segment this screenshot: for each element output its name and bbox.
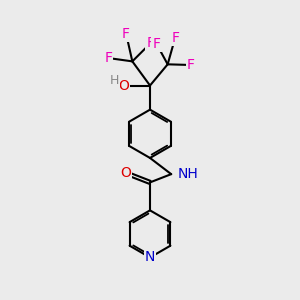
Text: F: F (152, 37, 160, 51)
Text: F: F (172, 31, 180, 44)
Text: N: N (145, 250, 155, 265)
Text: F: F (187, 58, 195, 72)
Text: F: F (122, 27, 130, 41)
Text: H: H (110, 74, 119, 87)
Text: F: F (104, 51, 112, 65)
Text: NH: NH (178, 167, 198, 181)
Text: O: O (120, 166, 131, 180)
Text: O: O (118, 79, 129, 92)
Text: F: F (147, 36, 154, 50)
